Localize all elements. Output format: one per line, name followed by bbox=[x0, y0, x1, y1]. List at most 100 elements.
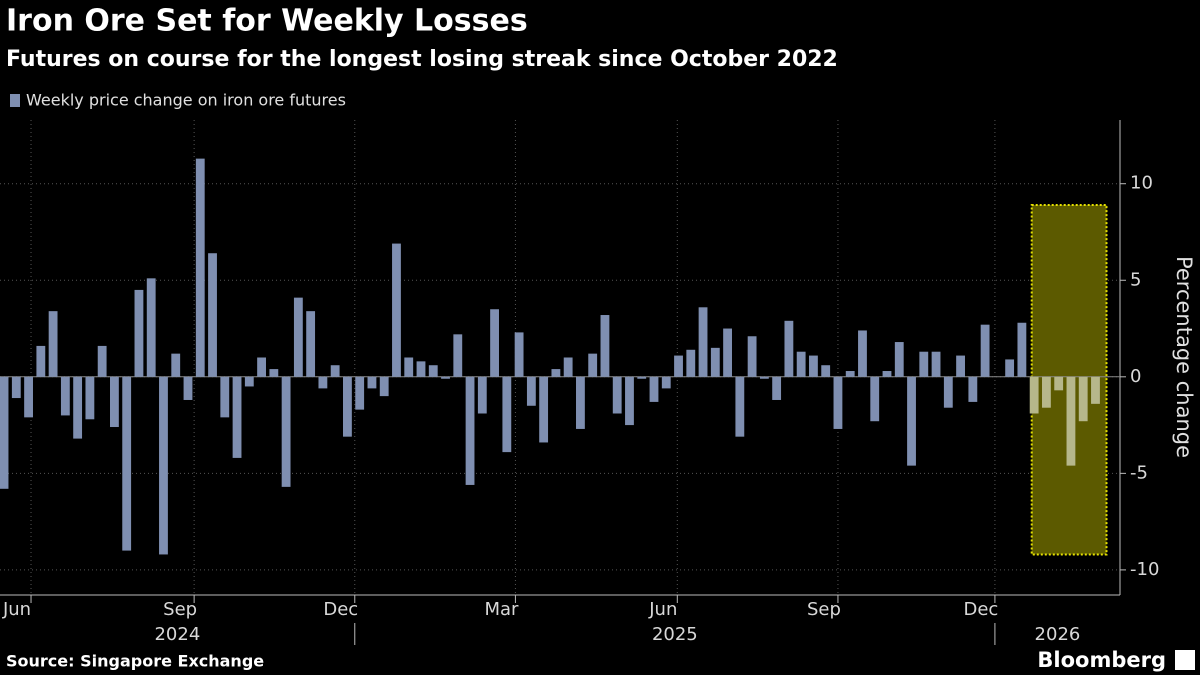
bar bbox=[710, 347, 720, 377]
bar bbox=[159, 376, 168, 555]
bar bbox=[1017, 322, 1027, 377]
bar bbox=[1005, 359, 1015, 377]
bar bbox=[563, 357, 573, 377]
bar bbox=[306, 311, 316, 377]
bar bbox=[747, 336, 757, 377]
bar bbox=[943, 376, 953, 408]
bar bbox=[526, 376, 536, 406]
brand-icon bbox=[1175, 650, 1195, 670]
bar bbox=[723, 328, 732, 377]
bar bbox=[404, 357, 414, 377]
year-label: 2026 bbox=[1035, 624, 1081, 645]
bar bbox=[539, 376, 549, 443]
bar bbox=[821, 365, 831, 377]
bar bbox=[48, 311, 58, 377]
brand: Bloomberg bbox=[1037, 648, 1166, 672]
bar bbox=[24, 376, 33, 418]
bar bbox=[355, 376, 365, 410]
y-tick-label: 5 bbox=[1130, 269, 1141, 290]
bar bbox=[735, 376, 745, 437]
bar bbox=[1078, 376, 1088, 422]
x-tick-label: Dec bbox=[323, 599, 358, 620]
bar bbox=[784, 320, 794, 377]
bar bbox=[465, 376, 475, 485]
chart-subtitle: Futures on course for the longest losing… bbox=[6, 47, 838, 72]
bar bbox=[809, 355, 818, 377]
bar bbox=[220, 376, 230, 418]
bar bbox=[1066, 376, 1076, 466]
bar bbox=[97, 345, 107, 377]
bar bbox=[907, 376, 916, 466]
bar bbox=[661, 376, 671, 389]
bar bbox=[956, 355, 965, 377]
bar bbox=[269, 369, 279, 377]
bar bbox=[833, 376, 843, 429]
bar bbox=[0, 376, 9, 489]
bar bbox=[281, 376, 291, 487]
bar bbox=[122, 376, 132, 551]
x-tick-label: Sep bbox=[163, 599, 197, 620]
bar bbox=[379, 376, 389, 397]
bar bbox=[870, 376, 880, 422]
bar bbox=[257, 357, 266, 377]
x-tick-label: Jun bbox=[648, 599, 677, 620]
legend-swatch bbox=[10, 94, 20, 107]
x-tick-label: Mar bbox=[484, 599, 519, 620]
bar bbox=[686, 349, 696, 377]
y-tick-label: -5 bbox=[1130, 462, 1148, 483]
bar bbox=[588, 353, 598, 377]
x-tick-label: Sep bbox=[807, 599, 841, 620]
bar bbox=[60, 376, 70, 416]
bar bbox=[441, 376, 450, 379]
bar bbox=[882, 371, 892, 377]
y-tick-label: 0 bbox=[1130, 366, 1141, 387]
bar bbox=[600, 315, 610, 377]
bar bbox=[85, 376, 95, 420]
bar bbox=[195, 158, 205, 377]
bar bbox=[968, 376, 978, 402]
bar bbox=[208, 253, 217, 377]
bar bbox=[759, 376, 769, 379]
bar bbox=[637, 376, 647, 379]
bar bbox=[1042, 376, 1051, 408]
bar bbox=[625, 376, 634, 426]
bar bbox=[367, 376, 377, 389]
bar bbox=[894, 342, 904, 377]
bar bbox=[392, 243, 401, 377]
bar bbox=[514, 332, 524, 377]
bar bbox=[244, 376, 254, 387]
x-tick-label: Dec bbox=[963, 599, 998, 620]
bar bbox=[980, 324, 990, 377]
bar bbox=[502, 376, 512, 453]
bar bbox=[73, 376, 83, 439]
bar bbox=[232, 376, 242, 458]
bar bbox=[1029, 376, 1039, 414]
bar bbox=[490, 309, 499, 377]
legend-label: Weekly price change on iron ore futures bbox=[26, 91, 346, 110]
year-label: 2025 bbox=[652, 624, 698, 645]
bar bbox=[845, 371, 855, 377]
bar bbox=[772, 376, 782, 400]
bar bbox=[171, 353, 181, 377]
bar bbox=[931, 351, 941, 377]
bar bbox=[428, 365, 438, 377]
bar bbox=[453, 334, 463, 377]
bar bbox=[649, 376, 659, 402]
bar bbox=[416, 361, 426, 377]
y-tick-label: -10 bbox=[1130, 559, 1159, 580]
bar bbox=[11, 376, 21, 399]
bar bbox=[146, 278, 156, 377]
bar bbox=[330, 365, 340, 377]
bar bbox=[134, 289, 144, 377]
bar bbox=[551, 369, 561, 377]
chart-title: Iron Ore Set for Weekly Losses bbox=[6, 4, 528, 39]
bar bbox=[576, 376, 585, 429]
bar bbox=[1091, 376, 1100, 404]
bar bbox=[796, 351, 806, 377]
bar bbox=[293, 297, 303, 377]
bar bbox=[1054, 376, 1064, 391]
bar bbox=[36, 345, 46, 377]
bar bbox=[858, 330, 867, 377]
bar bbox=[698, 307, 708, 377]
